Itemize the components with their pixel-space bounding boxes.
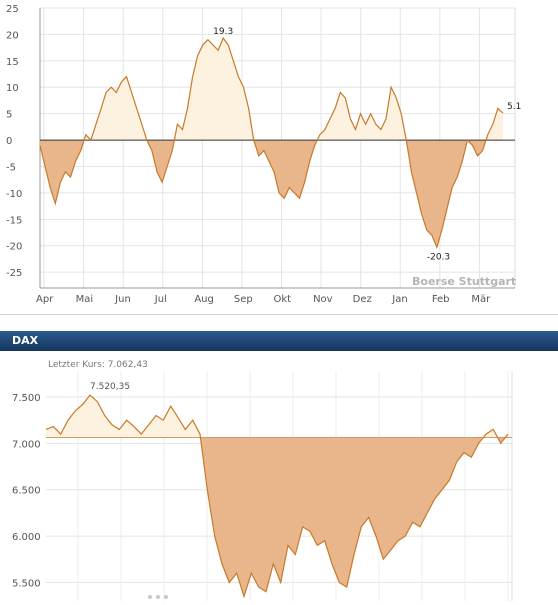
dax-panel: Letzter Kurs: 7.062,43 7.500 7.000 6.500 6.0… — [0, 351, 558, 601]
y-tick-label: 5.500 — [12, 578, 41, 589]
max-label: 7.520,35 — [90, 382, 130, 392]
performance-line — [39, 36, 504, 250]
y-tick-label: 5 — [6, 110, 12, 121]
y-tick-label: 6.500 — [12, 486, 41, 497]
watermark: Boerse Stuttgart — [412, 275, 516, 288]
y-tick-label: 7.000 — [12, 439, 41, 450]
y-tick-label: -10 — [6, 189, 22, 200]
y-tick-label: -25 — [6, 268, 22, 279]
x-tick-label: Jul — [154, 294, 167, 305]
x-tick-label: Dez — [353, 294, 372, 305]
x-tick-label: Mär — [471, 294, 491, 305]
x-tick-label: Jan — [391, 294, 407, 305]
y-tick-label: 7.500 — [12, 393, 41, 404]
last-price-label: Letzter Kurs: 7.062,43 — [48, 360, 148, 370]
dax-price-line — [45, 394, 509, 599]
x-tick-label: Sep — [234, 294, 253, 305]
pager-dot — [148, 595, 152, 599]
y-tick-label: 6.000 — [12, 532, 41, 543]
y-tick-label: 0 — [6, 136, 12, 147]
dax-title: DAX — [12, 334, 39, 347]
x-tick-label: Feb — [432, 294, 450, 305]
y-tick-label: -5 — [6, 162, 16, 173]
relative-performance-chart: 25 20 15 10 5 0 -5 -10 -15 -20 -25 Apr Mai Jun Jul Aug S… — [6, 4, 521, 305]
y-tick-label: 25 — [6, 4, 19, 15]
x-tick-label: Mai — [76, 294, 94, 305]
above-last-price-area — [46, 395, 508, 438]
y-tick-label: 15 — [6, 57, 19, 68]
dax-chart: Letzter Kurs: 7.062,43 7.500 7.000 6.500 6.0… — [12, 360, 513, 601]
x-tick-label: Apr — [36, 294, 54, 305]
pager-dot — [156, 595, 160, 599]
y-tick-label: 20 — [6, 30, 19, 41]
relative-performance-panel: 25 20 15 10 5 0 -5 -10 -15 -20 -25 Apr Mai Jun Jul Aug S… — [0, 4, 558, 315]
x-tick-label: Nov — [313, 294, 333, 305]
x-tick-label: Jun — [114, 294, 131, 305]
pager-dot — [164, 595, 168, 599]
negative-area — [40, 140, 486, 248]
x-tick-label: Okt — [274, 294, 292, 305]
dax-header: DAX — [0, 331, 558, 351]
y-tick-label: 10 — [6, 83, 19, 94]
y-tick-label: -20 — [6, 242, 22, 253]
y-tick-label: -15 — [6, 215, 22, 226]
annotation-label: -20.3 — [427, 252, 450, 262]
panel-gap — [0, 315, 558, 331]
annotation-label: 5.1 — [507, 102, 521, 112]
below-last-price-area — [200, 437, 506, 597]
annotation-label: 19.3 — [213, 27, 233, 37]
x-tick-label: Aug — [194, 294, 214, 305]
